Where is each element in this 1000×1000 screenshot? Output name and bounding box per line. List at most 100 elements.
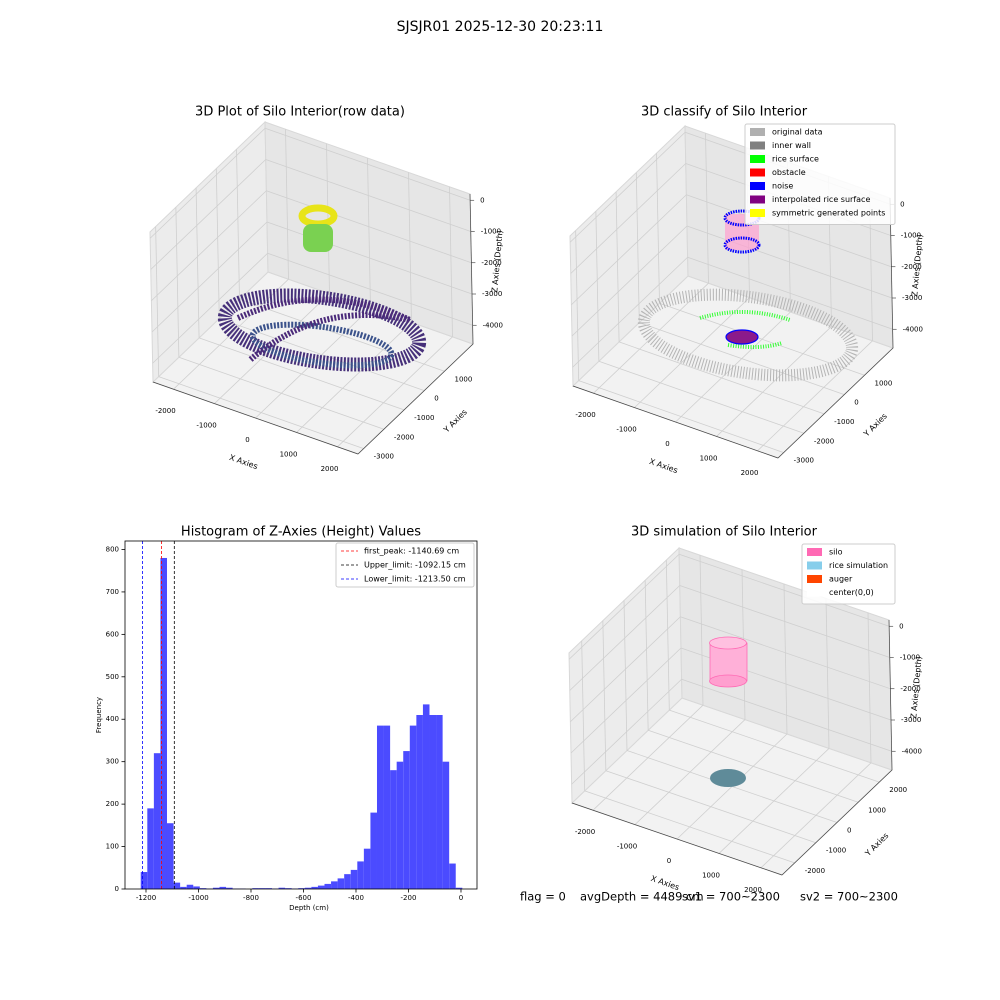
grid-line <box>195 187 200 338</box>
x-tick-label: 1000 <box>700 454 718 462</box>
legend-label: interpolated rice surface <box>772 195 870 204</box>
y-axis-label: Frequency <box>95 697 103 733</box>
y-axis-line <box>781 769 893 876</box>
z-tick-label: -1000 <box>900 654 920 662</box>
histogram-bar <box>383 725 391 889</box>
legend-swatch <box>750 182 765 190</box>
panel-title: Histogram of Z-Axies (Height) Values <box>181 525 421 540</box>
grid-line <box>644 580 649 731</box>
x-axis-line <box>152 381 359 455</box>
legend-label: Lower_limit: -1213.50 cm <box>364 575 466 584</box>
silo-decor <box>709 636 747 650</box>
grid-line <box>236 149 240 300</box>
grid-line <box>648 729 859 803</box>
grid-line <box>699 555 704 706</box>
z-tick-label: -4000 <box>483 321 503 329</box>
histogram-bar <box>363 848 371 889</box>
legend-label: inner wall <box>772 141 811 150</box>
histogram-bar <box>258 888 266 889</box>
grid-line <box>264 127 471 201</box>
x-tick-label: -200 <box>401 894 417 902</box>
y-tick-label: 700 <box>106 588 119 596</box>
y-tick-label: 0 <box>854 399 858 407</box>
grid-line <box>266 221 473 295</box>
y-tick-label: 1000 <box>868 806 886 814</box>
grid-line <box>639 322 845 395</box>
grid-line <box>572 256 688 368</box>
x-tick-label: 0 <box>667 857 671 865</box>
histogram-bar <box>193 886 200 889</box>
y-tick-label: 800 <box>106 545 119 553</box>
histogram-bar <box>422 704 430 889</box>
grid-line <box>214 293 330 404</box>
grid-line <box>705 133 709 284</box>
point-cloud-decor <box>723 236 761 254</box>
x-axis-label: Depth (cm) <box>289 904 329 912</box>
y-tick-label: 0 <box>434 395 438 403</box>
grid-line <box>593 282 709 394</box>
grid-line <box>686 194 892 268</box>
histogram-bar <box>226 887 233 889</box>
y-tick-label: 0 <box>115 885 119 893</box>
x-axis-line <box>571 802 783 876</box>
legend-label: auger <box>829 575 853 584</box>
grid-line <box>571 225 688 337</box>
histogram-bar <box>278 887 286 889</box>
legend-label: silo <box>829 548 843 557</box>
grid-line <box>158 376 364 449</box>
z-tick-label: -4000 <box>903 325 923 333</box>
grid-line <box>267 252 473 326</box>
grid-line <box>680 616 891 690</box>
point-cloud-decor <box>725 329 759 345</box>
grid-line <box>569 585 681 691</box>
x-tick-label: -2000 <box>575 828 595 836</box>
grid-line <box>215 168 220 319</box>
silo-decor <box>709 674 747 688</box>
y-tick-label: 0 <box>847 827 851 835</box>
histogram-bar <box>331 881 338 889</box>
y-tick-label: 500 <box>106 673 119 681</box>
y-tick-label: 1000 <box>875 379 893 387</box>
legend-swatch <box>750 209 765 217</box>
grid-line <box>149 127 266 239</box>
legend-label: center(0,0) <box>829 588 874 597</box>
z-tick-label: -4000 <box>902 747 922 755</box>
x-tick-label: 1000 <box>280 450 298 458</box>
grid-line <box>656 153 660 304</box>
legend-label: Upper_limit: -1092.15 cm <box>364 561 466 570</box>
status-text: sv2 = 700~2300 <box>800 890 898 904</box>
z-tick-label: -2000 <box>900 685 920 693</box>
z-tick-label: 0 <box>480 196 484 204</box>
grid-line <box>570 647 682 754</box>
grid-line <box>175 207 180 358</box>
grid-line <box>152 252 268 364</box>
legend-box <box>801 543 896 605</box>
legend-label: first_peak: -1140.69 cm <box>364 547 459 556</box>
y-tick-label: -1000 <box>834 418 854 426</box>
point-cloud-decor <box>236 296 412 363</box>
histogram-bar <box>449 863 456 889</box>
grid-line <box>367 157 371 309</box>
histogram-bar <box>160 557 167 889</box>
grid-line <box>681 678 892 752</box>
point-cloud-decor <box>303 224 333 252</box>
legend-swatch <box>750 155 765 163</box>
point-cloud-decor <box>699 310 791 350</box>
y-tick-label: -3000 <box>794 457 814 465</box>
status-text: flag = 0 <box>520 890 566 904</box>
y-axis-line <box>777 347 894 459</box>
histogram-bar <box>147 808 154 889</box>
z-tick-label: -3000 <box>901 716 921 724</box>
histogram-bar <box>298 888 305 889</box>
legend-label: obstacle <box>772 168 806 177</box>
legend-label: noise <box>772 182 793 191</box>
histogram-bar <box>317 885 325 889</box>
grid-line <box>618 341 825 415</box>
grid-line <box>198 337 405 411</box>
histogram-bar <box>265 888 272 889</box>
x-tick-label: 2000 <box>741 469 759 477</box>
grid-line <box>867 612 872 763</box>
histogram-bar <box>416 715 423 889</box>
grid-line <box>634 297 750 408</box>
histogram-bar <box>219 886 227 889</box>
